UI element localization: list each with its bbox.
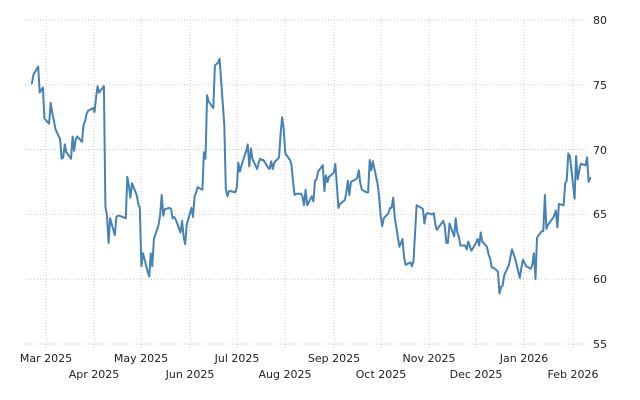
x-tick-label: Jan 2026	[499, 352, 548, 365]
x-tick-label: Jun 2025	[165, 368, 215, 381]
y-tick-label: 60	[593, 273, 607, 286]
x-tick-label: Feb 2026	[548, 368, 599, 381]
y-tick-label: 55	[593, 338, 607, 351]
grid-lines	[25, 19, 588, 349]
x-tick-label: Aug 2025	[259, 368, 312, 381]
y-tick-label: 65	[593, 208, 607, 221]
x-axis: Mar 2025 Apr 2025 May 2025 Jun 2025 Jul …	[20, 352, 599, 381]
series-line	[30, 57, 592, 295]
x-tick-label: Dec 2025	[450, 368, 503, 381]
y-tick-label: 75	[593, 79, 607, 92]
x-tick-label: Jul 2025	[214, 352, 260, 365]
x-tick-label: Apr 2025	[69, 368, 120, 381]
x-tick-label: Mar 2025	[20, 352, 72, 365]
x-tick-label: Sep 2025	[308, 352, 360, 365]
y-tick-label: 70	[593, 144, 607, 157]
y-tick-label: 80	[593, 14, 607, 27]
x-tick-label: Nov 2025	[403, 352, 456, 365]
y-axis: 80 75 70 65 60 55	[593, 14, 607, 351]
x-tick-label: Oct 2025	[356, 368, 407, 381]
x-tick-label: May 2025	[114, 352, 168, 365]
